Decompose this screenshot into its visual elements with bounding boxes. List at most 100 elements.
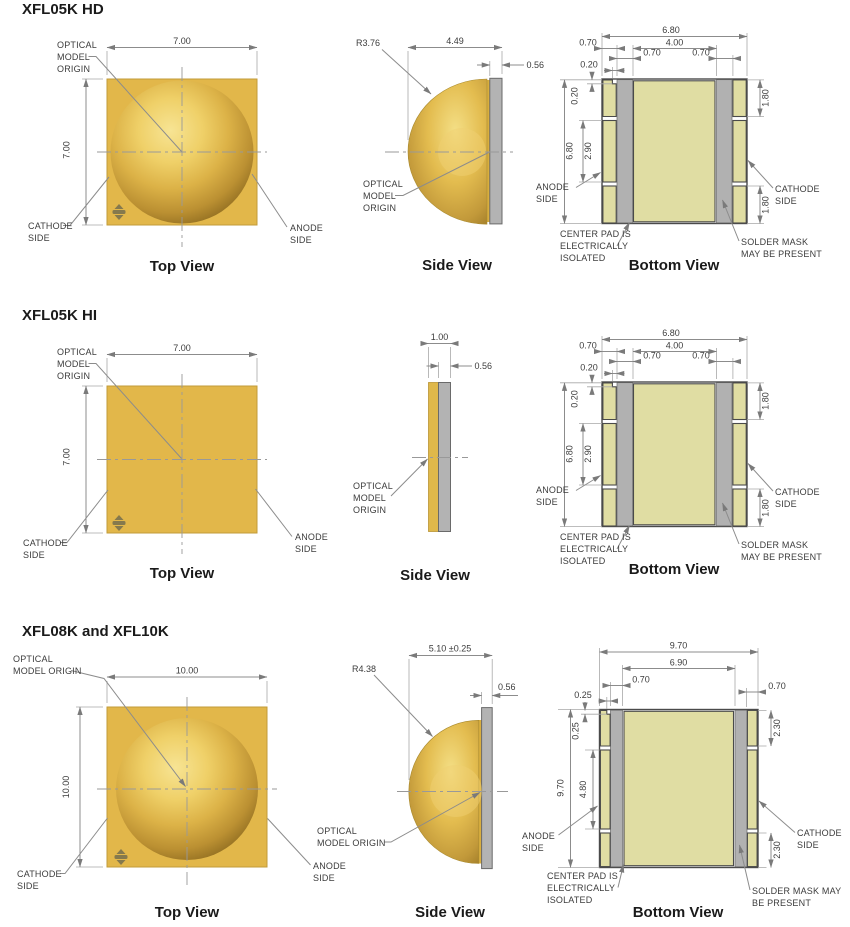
anode-label: SIDE — [313, 873, 335, 883]
view-caption: Side View — [400, 567, 470, 584]
anode-label: ANODE — [295, 532, 328, 542]
leader-lines — [575, 463, 774, 550]
dim-notch-width: 0.20 — [580, 363, 598, 373]
bottom-view: 6.80 0.70 4.00 0.70 0.70 0.20 6.80 2.90 … — [536, 25, 822, 274]
dim-strip-left: 0.70 — [643, 351, 661, 361]
dim-center-width: 4.00 — [666, 38, 684, 48]
dimension-lines — [381, 44, 524, 196]
origin-label: ORIGIN — [363, 203, 396, 213]
dim-width: 7.00 — [173, 36, 191, 46]
dim-pad-bottom: 1.80 — [761, 196, 771, 214]
dim-height: 10.00 — [61, 776, 71, 799]
view-caption: Top View — [155, 904, 220, 921]
dim-mid-pad-height: 4.80 — [578, 781, 588, 799]
lens-edge — [487, 80, 490, 222]
dimension-lines — [558, 648, 774, 868]
dim-total-width: 6.80 — [662, 25, 680, 35]
origin-label: MODEL — [57, 52, 90, 62]
side-view: 5.10 ±0.25 R4.38 0.56 OPTICAL MODEL ORIG… — [317, 644, 518, 921]
center-pad-note: ELECTRICALLY — [560, 241, 628, 251]
dim-total-height: 9.70 — [556, 779, 566, 797]
section-title: XFL08K and XFL10K — [22, 623, 169, 640]
dim-pad-width: 0.70 — [579, 38, 597, 48]
cathode-pads — [732, 382, 747, 527]
dim-thickness: 0.56 — [527, 60, 545, 70]
solder-mask-note: SOLDER MASK — [741, 540, 808, 550]
dim-thickness: 0.56 — [475, 361, 493, 371]
dim-pad-bottom: 2.30 — [772, 841, 782, 859]
dim-width: 1.00 — [431, 332, 449, 342]
section-xfl05k-hi: XFL05K HI 7.00 7.00 OPTICAL MODEL ORIGIN… — [22, 307, 822, 584]
top-view: 7.00 7.00 OPTICAL MODEL ORIGIN CATHODE S… — [28, 36, 323, 275]
dim-pad-width: 0.70 — [579, 341, 597, 351]
origin-label: MODEL ORIGIN — [13, 666, 82, 676]
emitting-surface — [430, 765, 482, 817]
dimension-lines — [82, 44, 258, 226]
view-caption: Top View — [150, 258, 215, 275]
center-pad — [632, 80, 716, 223]
dim-total-height: 6.80 — [565, 142, 575, 160]
center-pad-note: ISOLATED — [560, 556, 606, 566]
view-caption: Top View — [150, 565, 215, 582]
substrate — [489, 77, 503, 225]
dim-notch-width: 0.25 — [574, 690, 592, 700]
section-xfl08k-xfl10k: XFL08K and XFL10K 10.00 10.00 OPTICAL MO… — [13, 623, 842, 921]
center-pad-note: CENTER PAD IS — [560, 229, 631, 239]
cathode-label: CATHODE — [775, 184, 820, 194]
dim-total-width: 6.80 — [662, 328, 680, 338]
dim-center-width: 4.00 — [666, 341, 684, 351]
solder-mask-note: SOLDER MASK MAY — [752, 886, 841, 896]
bottom-view: 6.80 0.70 4.00 0.70 0.70 0.20 6.80 2.90 … — [536, 328, 822, 578]
dim-pad-top: 1.80 — [761, 89, 771, 107]
dim-mid-pad-height: 2.90 — [583, 445, 593, 463]
dim-width: 10.00 — [176, 666, 199, 676]
cathode-label: CATHODE — [17, 869, 62, 879]
section-title: XFL05K HD — [22, 1, 104, 18]
solder-mask-strip — [716, 382, 733, 527]
anode-label: ANODE — [536, 485, 569, 495]
anode-label: SIDE — [290, 235, 312, 245]
top-view: 7.00 7.00 OPTICAL MODEL ORIGIN CATHODE S… — [23, 343, 328, 582]
center-pad-note: ISOLATED — [560, 253, 606, 263]
dim-strip-right: 0.70 — [692, 351, 710, 361]
side-view: 1.00 0.56 OPTICAL MODEL ORIGIN Side View — [353, 332, 492, 584]
solder-mask-note: SOLDER MASK — [741, 237, 808, 247]
dim-strip-left: 0.70 — [643, 48, 661, 58]
dim-total-width: 9.70 — [670, 641, 688, 651]
leader-lines — [63, 56, 288, 228]
anode-label: ANODE — [313, 861, 346, 871]
solder-mask-note: MAY BE PRESENT — [741, 249, 822, 259]
cathode-label: SIDE — [23, 550, 45, 560]
origin-label: ORIGIN — [57, 64, 90, 74]
origin-label: OPTICAL — [353, 481, 393, 491]
view-caption: Side View — [422, 257, 492, 274]
center-pad-note: CENTER PAD IS — [547, 871, 618, 881]
view-caption: Bottom View — [633, 904, 724, 921]
origin-label: ORIGIN — [353, 505, 386, 515]
dim-strip-right: 0.70 — [692, 48, 710, 58]
dimension-lines — [373, 652, 518, 843]
anode-label: ANODE — [290, 223, 323, 233]
dim-width: 4.49 — [446, 36, 464, 46]
anode-pads — [602, 79, 617, 224]
bottom-view: 9.70 6.90 0.70 0.70 0.25 9.70 4.80 0.25 … — [522, 641, 842, 922]
dim-notch-height: 0.20 — [570, 87, 580, 105]
anode-label: ANODE — [536, 182, 569, 192]
dimension-lines — [82, 351, 258, 534]
center-pad-note: ISOLATED — [547, 895, 593, 905]
anode-pads — [602, 382, 617, 527]
leader-lines — [575, 160, 774, 247]
cathode-label: CATHODE — [28, 221, 73, 231]
centerlines — [97, 374, 267, 554]
dimension-lines — [560, 336, 764, 527]
origin-label: ORIGIN — [57, 371, 90, 381]
origin-label: MODEL — [363, 191, 396, 201]
top-view: 10.00 10.00 OPTICAL MODEL ORIGIN CATHODE… — [13, 654, 346, 921]
cathode-pads — [732, 79, 747, 224]
solder-mask-strip — [610, 709, 623, 868]
dimension-lines — [390, 340, 472, 497]
anode-label: SIDE — [522, 843, 544, 853]
dim-pad-top: 1.80 — [761, 392, 771, 410]
dim-mid-pad-height: 2.90 — [583, 142, 593, 160]
